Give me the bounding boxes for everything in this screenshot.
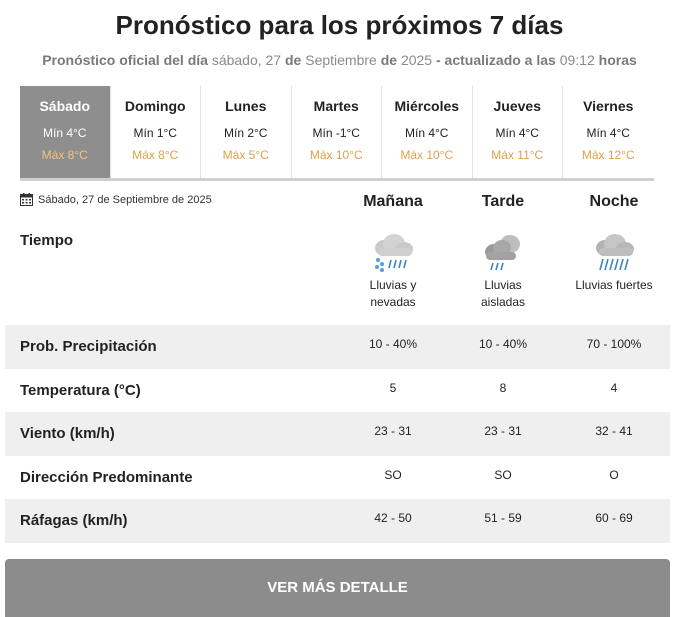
- day-tab-jueves[interactable]: Jueves Mín 4°C Máx 11°C: [473, 86, 563, 178]
- row-value: 5: [389, 380, 397, 395]
- row-value: 10 - 40%: [368, 337, 418, 351]
- day-tabs: Sábado Mín 4°C Máx 8°C Domingo Mín 1°C M…: [20, 86, 654, 181]
- day-min-temp: Mín -1°C: [312, 126, 360, 140]
- day-min-temp: Mín 1°C: [133, 126, 177, 140]
- row-value: 23 - 31: [484, 424, 522, 438]
- day-min-temp: Mín 4°C: [405, 126, 449, 140]
- day-max-temp: Máx 8°C: [41, 148, 88, 162]
- day-max-temp: Máx 10°C: [400, 148, 454, 162]
- table-row-precipitacion: Prob. Precipitación 10 - 40% 10 - 40% 70…: [5, 325, 670, 369]
- forecast-table: Prob. Precipitación 10 - 40% 10 - 40% 70…: [5, 325, 670, 543]
- row-label: Dirección Predominante: [20, 468, 193, 486]
- row-value: 70 - 100%: [586, 337, 642, 351]
- isolated-rain-icon: [485, 235, 520, 271]
- row-value: 23 - 31: [374, 424, 412, 438]
- day-name: Viernes: [583, 98, 634, 114]
- period-tarde: Tarde: [481, 193, 525, 210]
- day-name: Domingo: [124, 98, 186, 114]
- table-row-viento: Viento (km/h) 23 - 31 23 - 31 32 - 41: [5, 412, 670, 456]
- row-value: 8: [499, 380, 507, 395]
- day-name: Lunes: [225, 98, 267, 114]
- rain-snow-icon: [375, 234, 413, 272]
- day-tab-viernes[interactable]: Viernes Mín 4°C Máx 12°C: [563, 86, 654, 178]
- weather-noche: Lluvias fuertes: [559, 232, 669, 294]
- row-value: 10 - 40%: [478, 337, 528, 351]
- row-value: 42 - 50: [374, 511, 412, 525]
- row-label: Viento (km/h): [20, 425, 115, 443]
- row-value: 51 - 59: [484, 511, 522, 525]
- day-name: Jueves: [493, 98, 541, 114]
- row-label: Temperatura (°C): [20, 381, 141, 399]
- day-max-temp: Máx 11°C: [491, 148, 544, 162]
- row-value: SO: [494, 467, 512, 482]
- day-min-temp: Mín 4°C: [586, 126, 630, 140]
- row-value: 60 - 69: [595, 511, 633, 525]
- day-max-temp: Máx 8°C: [132, 148, 179, 162]
- row-label: Ráfagas (km/h): [20, 512, 128, 530]
- day-min-temp: Mín 4°C: [495, 126, 539, 140]
- day-tab-lunes[interactable]: Lunes Mín 2°C Máx 5°C: [201, 86, 292, 178]
- day-max-temp: Máx 10°C: [309, 148, 363, 162]
- selected-date: Sábado, 27 de Septiembre de 2025: [20, 193, 212, 206]
- row-value: 32 - 41: [595, 424, 633, 438]
- tiempo-label: Tiempo: [20, 232, 74, 249]
- day-min-temp: Mín 2°C: [224, 126, 268, 140]
- page-title: Pronóstico para los próximos 7 días: [115, 10, 564, 40]
- weather-manana: Lluvias y nevadas: [338, 232, 448, 311]
- day-min-temp: Mín 4°C: [43, 126, 87, 140]
- row-value: 4: [610, 380, 618, 395]
- selected-date-text: Sábado, 27 de Septiembre de 2025: [38, 193, 212, 206]
- weather-desc: Lluvias y nevadas: [369, 278, 417, 309]
- day-name: Miércoles: [394, 98, 460, 114]
- day-tab-domingo[interactable]: Domingo Mín 1°C Máx 8°C: [111, 86, 201, 178]
- ver-mas-detalle-button[interactable]: VER MÁS DETALLE: [5, 559, 670, 617]
- calendar-icon: [20, 193, 33, 206]
- table-row-rafagas: Ráfagas (km/h) 42 - 50 51 - 59 60 - 69: [5, 499, 670, 543]
- forecast-subtitle: Pronóstico oficial del día sábado, 27 de…: [42, 52, 637, 68]
- period-noche: Noche: [589, 193, 639, 210]
- table-row-direccion: Dirección Predominante SO SO O: [5, 456, 670, 500]
- row-value: O: [609, 467, 619, 482]
- day-tab-sabado[interactable]: Sábado Mín 4°C Máx 8°C: [20, 86, 111, 178]
- day-name: Martes: [313, 98, 359, 114]
- day-max-temp: Máx 5°C: [222, 148, 269, 162]
- day-name: Sábado: [39, 98, 91, 114]
- heavy-rain-icon: [596, 234, 634, 271]
- row-value: SO: [384, 467, 402, 482]
- weather-desc: Lluvias fuertes: [575, 278, 653, 292]
- day-tab-martes[interactable]: Martes Mín -1°C Máx 10°C: [292, 86, 382, 178]
- weather-tarde: Lluvias aisladas: [448, 232, 558, 311]
- day-max-temp: Máx 12°C: [581, 148, 635, 162]
- row-label: Prob. Precipitación: [20, 338, 157, 356]
- weather-desc: Lluvias aisladas: [480, 278, 526, 309]
- period-manana: Mañana: [363, 193, 423, 210]
- day-tab-miercoles[interactable]: Miércoles Mín 4°C Máx 10°C: [382, 86, 473, 178]
- table-row-temperatura: Temperatura (°C) 5 8 4: [5, 369, 670, 413]
